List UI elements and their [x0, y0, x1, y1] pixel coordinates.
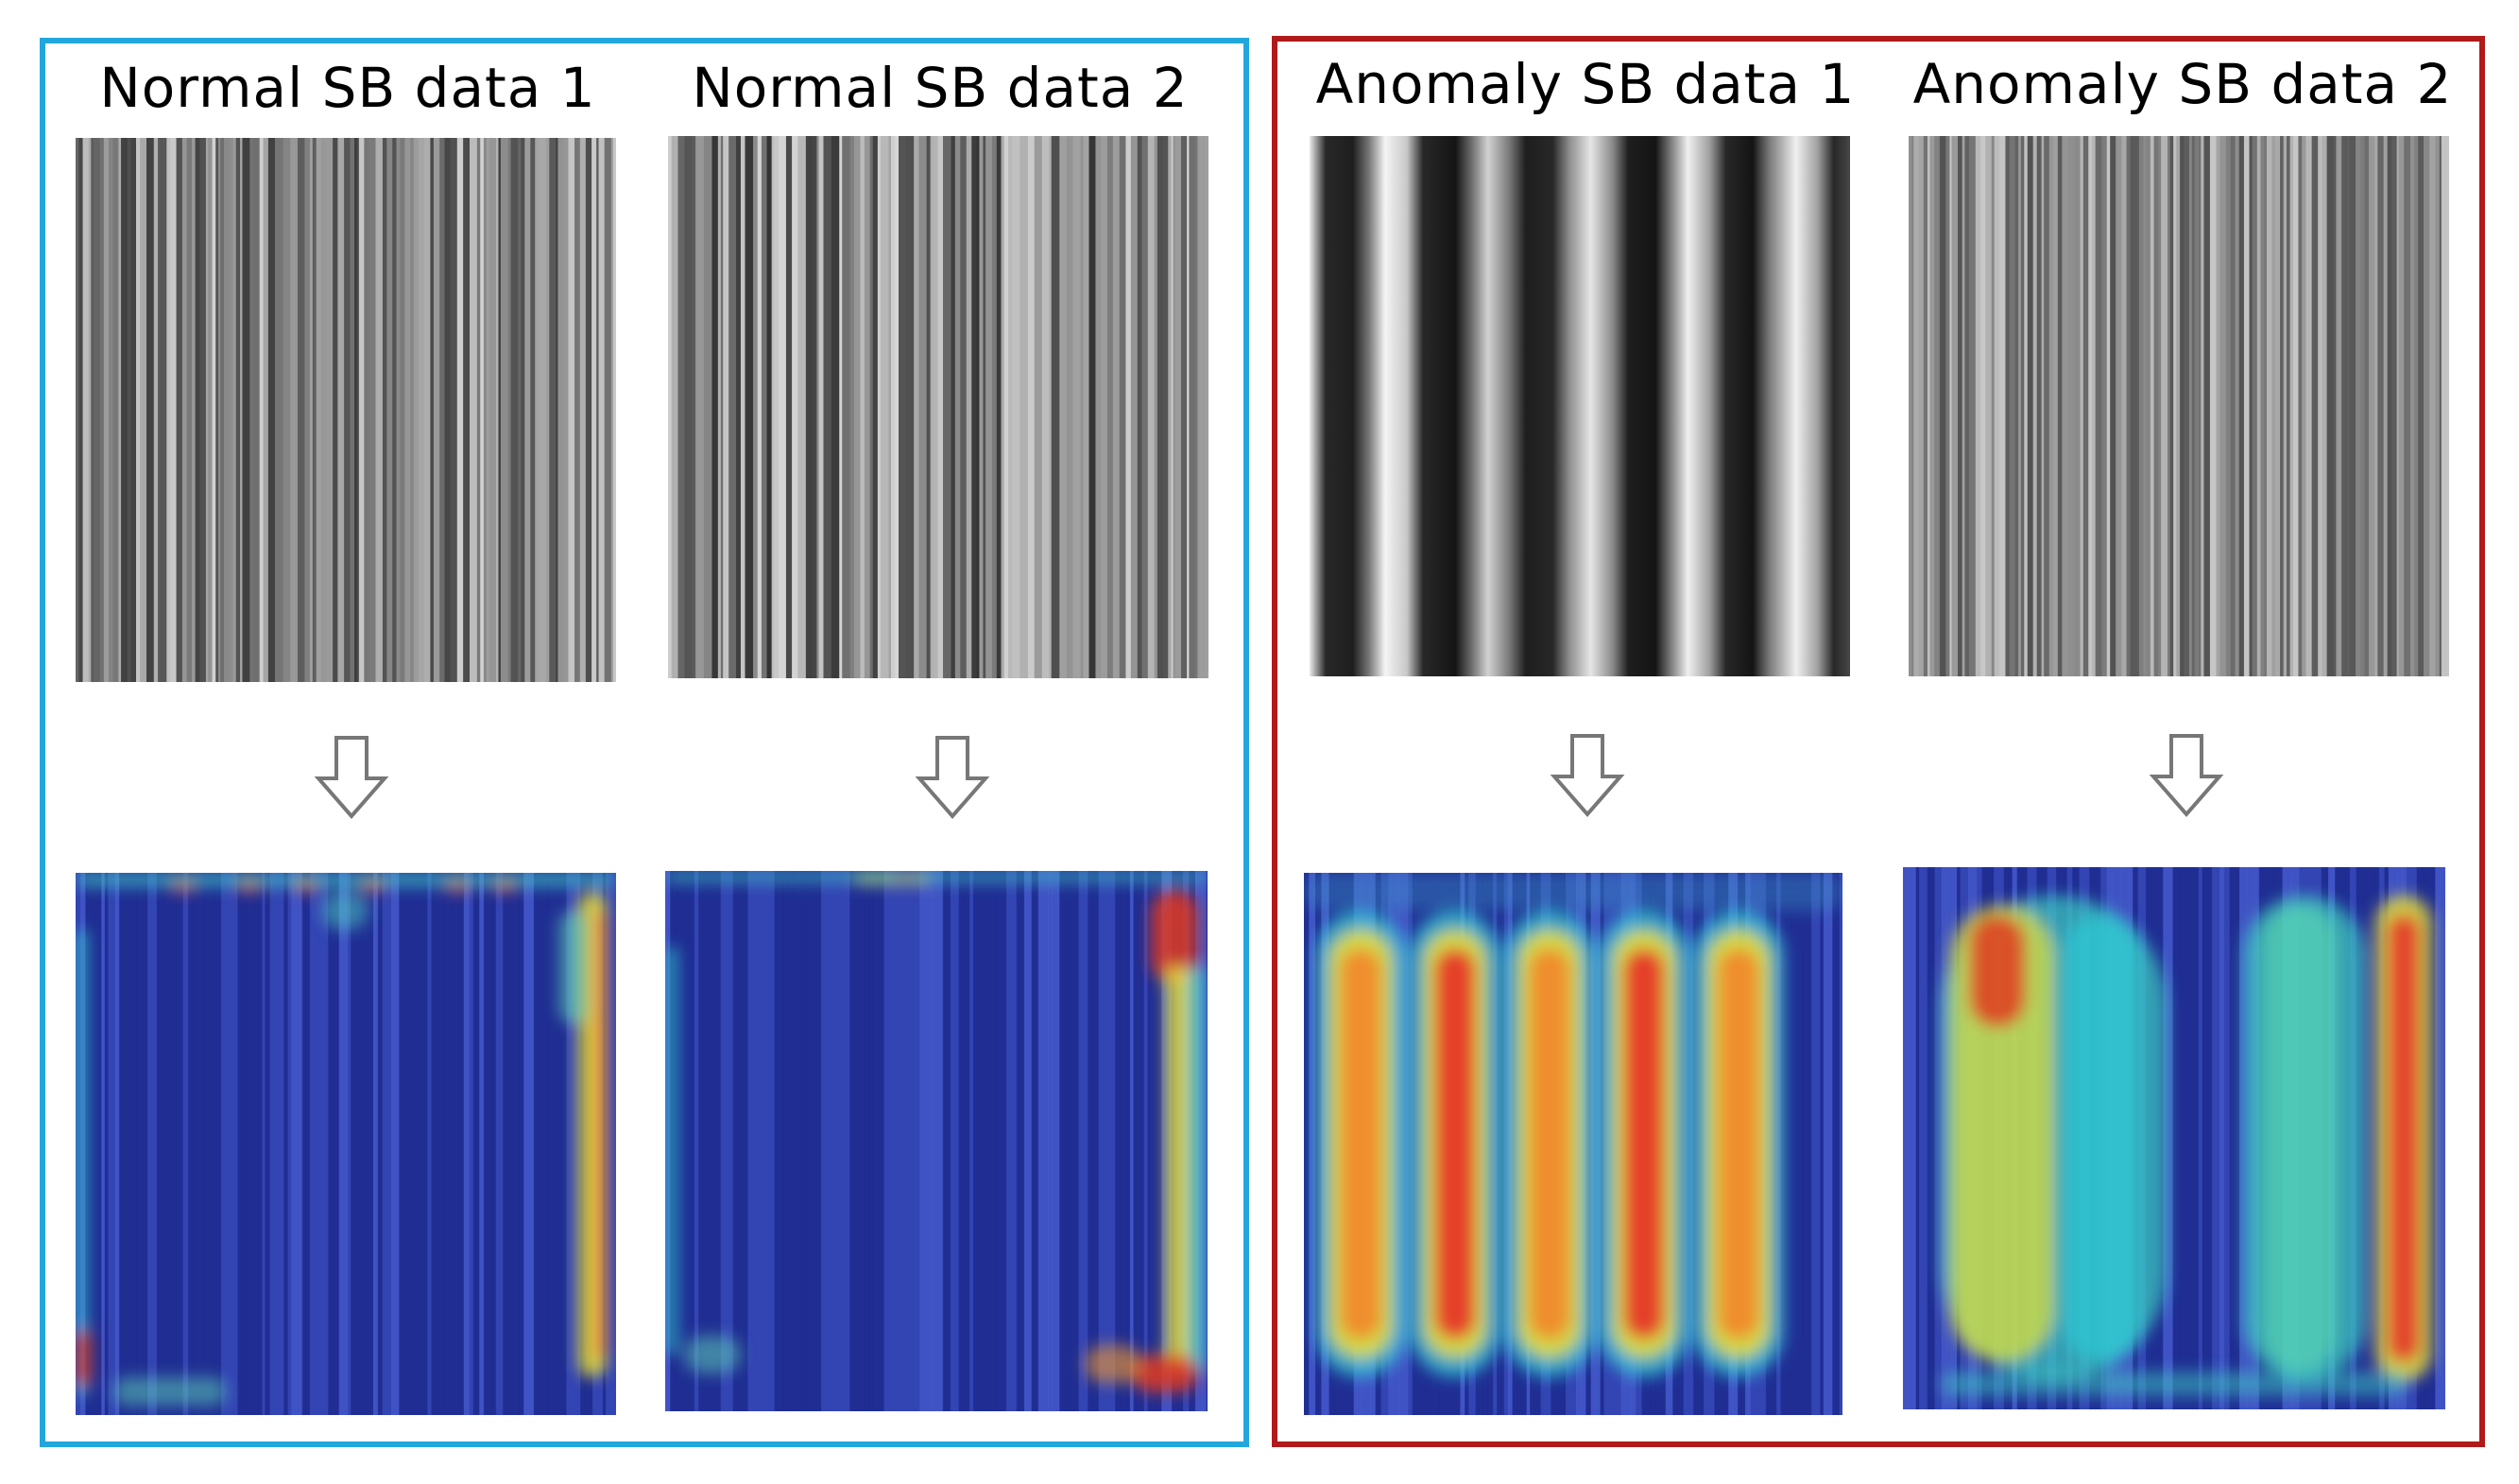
- panel-title-normal-1: Normal SB data 1: [99, 56, 596, 120]
- stripe-image-normal-1: [76, 138, 616, 682]
- panel-title-normal-2: Normal SB data 2: [692, 56, 1189, 120]
- heatmap-anomaly-2: [1903, 867, 2445, 1409]
- heatmap-normal-2: [665, 871, 1208, 1411]
- panel-title-anomaly-2: Anomaly SB data 2: [1912, 52, 2453, 116]
- stripe-image-anomaly-2: [1909, 136, 2449, 676]
- heatmap-anomaly-1: [1304, 873, 1842, 1415]
- normal-group-box: [40, 38, 1249, 1447]
- heatmap-normal-1: [76, 873, 616, 1415]
- down-arrow-icon: [915, 736, 990, 820]
- stripe-image-normal-2: [668, 136, 1208, 678]
- down-arrow-icon: [2149, 734, 2224, 818]
- anomaly-group-box: [1272, 36, 2485, 1447]
- down-arrow-icon: [1550, 734, 1625, 818]
- down-arrow-icon: [314, 736, 389, 820]
- panel-title-anomaly-1: Anomaly SB data 1: [1315, 52, 1856, 116]
- stripe-image-anomaly-1: [1310, 136, 1850, 676]
